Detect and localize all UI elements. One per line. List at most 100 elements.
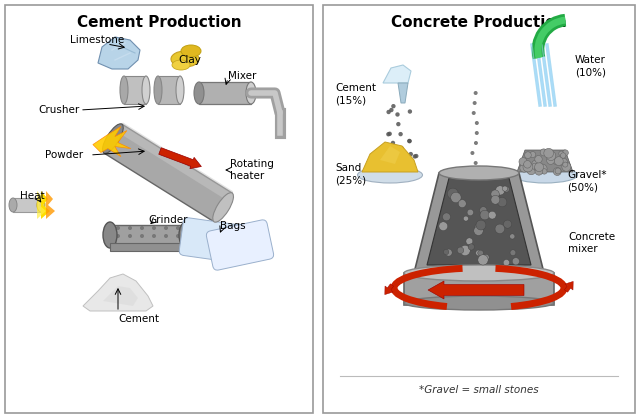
Circle shape: [152, 234, 156, 238]
Ellipse shape: [439, 166, 519, 180]
Bar: [124, 76, 146, 104]
Ellipse shape: [142, 76, 150, 104]
Circle shape: [474, 161, 477, 165]
Bar: [158, 76, 180, 104]
Ellipse shape: [404, 265, 554, 281]
Circle shape: [474, 141, 478, 145]
Circle shape: [442, 213, 451, 221]
Circle shape: [554, 158, 560, 165]
Text: Cement Production: Cement Production: [77, 15, 241, 30]
Bar: [199, 82, 251, 104]
Circle shape: [457, 247, 464, 254]
Circle shape: [524, 161, 531, 168]
Ellipse shape: [181, 45, 201, 57]
FancyArrow shape: [564, 281, 573, 292]
Polygon shape: [380, 146, 400, 164]
Circle shape: [534, 166, 540, 172]
Text: Limestone: Limestone: [70, 35, 124, 45]
Circle shape: [477, 250, 483, 256]
Ellipse shape: [172, 60, 190, 70]
Circle shape: [439, 222, 447, 231]
Circle shape: [504, 220, 511, 228]
Text: Clay: Clay: [178, 55, 201, 65]
Circle shape: [152, 226, 156, 230]
Circle shape: [407, 139, 412, 143]
Text: Water
(10%): Water (10%): [575, 55, 606, 77]
Circle shape: [478, 255, 488, 265]
Ellipse shape: [358, 167, 422, 183]
Circle shape: [444, 249, 449, 255]
Ellipse shape: [171, 51, 199, 67]
Polygon shape: [517, 150, 573, 172]
Circle shape: [447, 188, 458, 199]
FancyArrow shape: [385, 284, 394, 295]
Circle shape: [509, 234, 515, 239]
Circle shape: [534, 163, 543, 172]
Circle shape: [497, 197, 507, 207]
Circle shape: [491, 195, 500, 204]
Circle shape: [510, 250, 516, 255]
Ellipse shape: [103, 222, 117, 248]
Text: Sand
(25%): Sand (25%): [335, 163, 366, 185]
Circle shape: [474, 226, 483, 235]
Circle shape: [523, 162, 533, 172]
Circle shape: [451, 192, 461, 203]
Circle shape: [473, 101, 477, 105]
Polygon shape: [103, 286, 138, 306]
Text: Powder: Powder: [45, 150, 83, 160]
Circle shape: [540, 149, 547, 156]
Ellipse shape: [246, 82, 256, 104]
Circle shape: [472, 111, 476, 115]
Circle shape: [495, 186, 505, 195]
Circle shape: [116, 234, 120, 238]
Circle shape: [407, 139, 412, 143]
Circle shape: [387, 110, 391, 114]
Circle shape: [398, 154, 403, 158]
Circle shape: [387, 132, 392, 136]
Circle shape: [554, 157, 563, 166]
Circle shape: [476, 250, 481, 256]
Circle shape: [559, 158, 568, 166]
Circle shape: [538, 164, 547, 173]
Circle shape: [176, 226, 180, 230]
Polygon shape: [98, 37, 140, 69]
Circle shape: [554, 168, 561, 176]
Circle shape: [164, 234, 168, 238]
Text: *Gravel = small stones: *Gravel = small stones: [419, 385, 539, 395]
Ellipse shape: [154, 76, 162, 104]
Circle shape: [561, 153, 566, 158]
Polygon shape: [41, 191, 50, 219]
Circle shape: [408, 110, 412, 114]
Polygon shape: [83, 274, 153, 311]
Bar: [13, 198, 41, 212]
Text: Gravel*
(50%): Gravel* (50%): [567, 170, 607, 192]
Circle shape: [116, 226, 120, 230]
Bar: [110, 225, 186, 245]
FancyBboxPatch shape: [5, 5, 313, 413]
Circle shape: [495, 224, 504, 234]
Circle shape: [396, 122, 401, 126]
Polygon shape: [383, 65, 411, 83]
Circle shape: [128, 234, 132, 238]
Text: Crusher: Crusher: [38, 105, 79, 115]
Circle shape: [400, 146, 404, 151]
Circle shape: [512, 257, 520, 265]
Polygon shape: [414, 173, 544, 273]
Circle shape: [480, 210, 490, 220]
Circle shape: [547, 152, 555, 160]
Circle shape: [563, 150, 568, 156]
Circle shape: [458, 200, 466, 208]
Circle shape: [470, 151, 474, 155]
Text: Grinder: Grinder: [148, 215, 188, 225]
Ellipse shape: [513, 167, 577, 183]
Circle shape: [460, 245, 470, 256]
Circle shape: [403, 160, 407, 164]
Polygon shape: [46, 191, 55, 219]
Circle shape: [502, 186, 508, 191]
Circle shape: [535, 155, 542, 163]
Circle shape: [535, 168, 543, 175]
FancyBboxPatch shape: [323, 5, 635, 413]
Circle shape: [386, 132, 390, 136]
Bar: [104, 124, 232, 222]
Circle shape: [176, 234, 180, 238]
